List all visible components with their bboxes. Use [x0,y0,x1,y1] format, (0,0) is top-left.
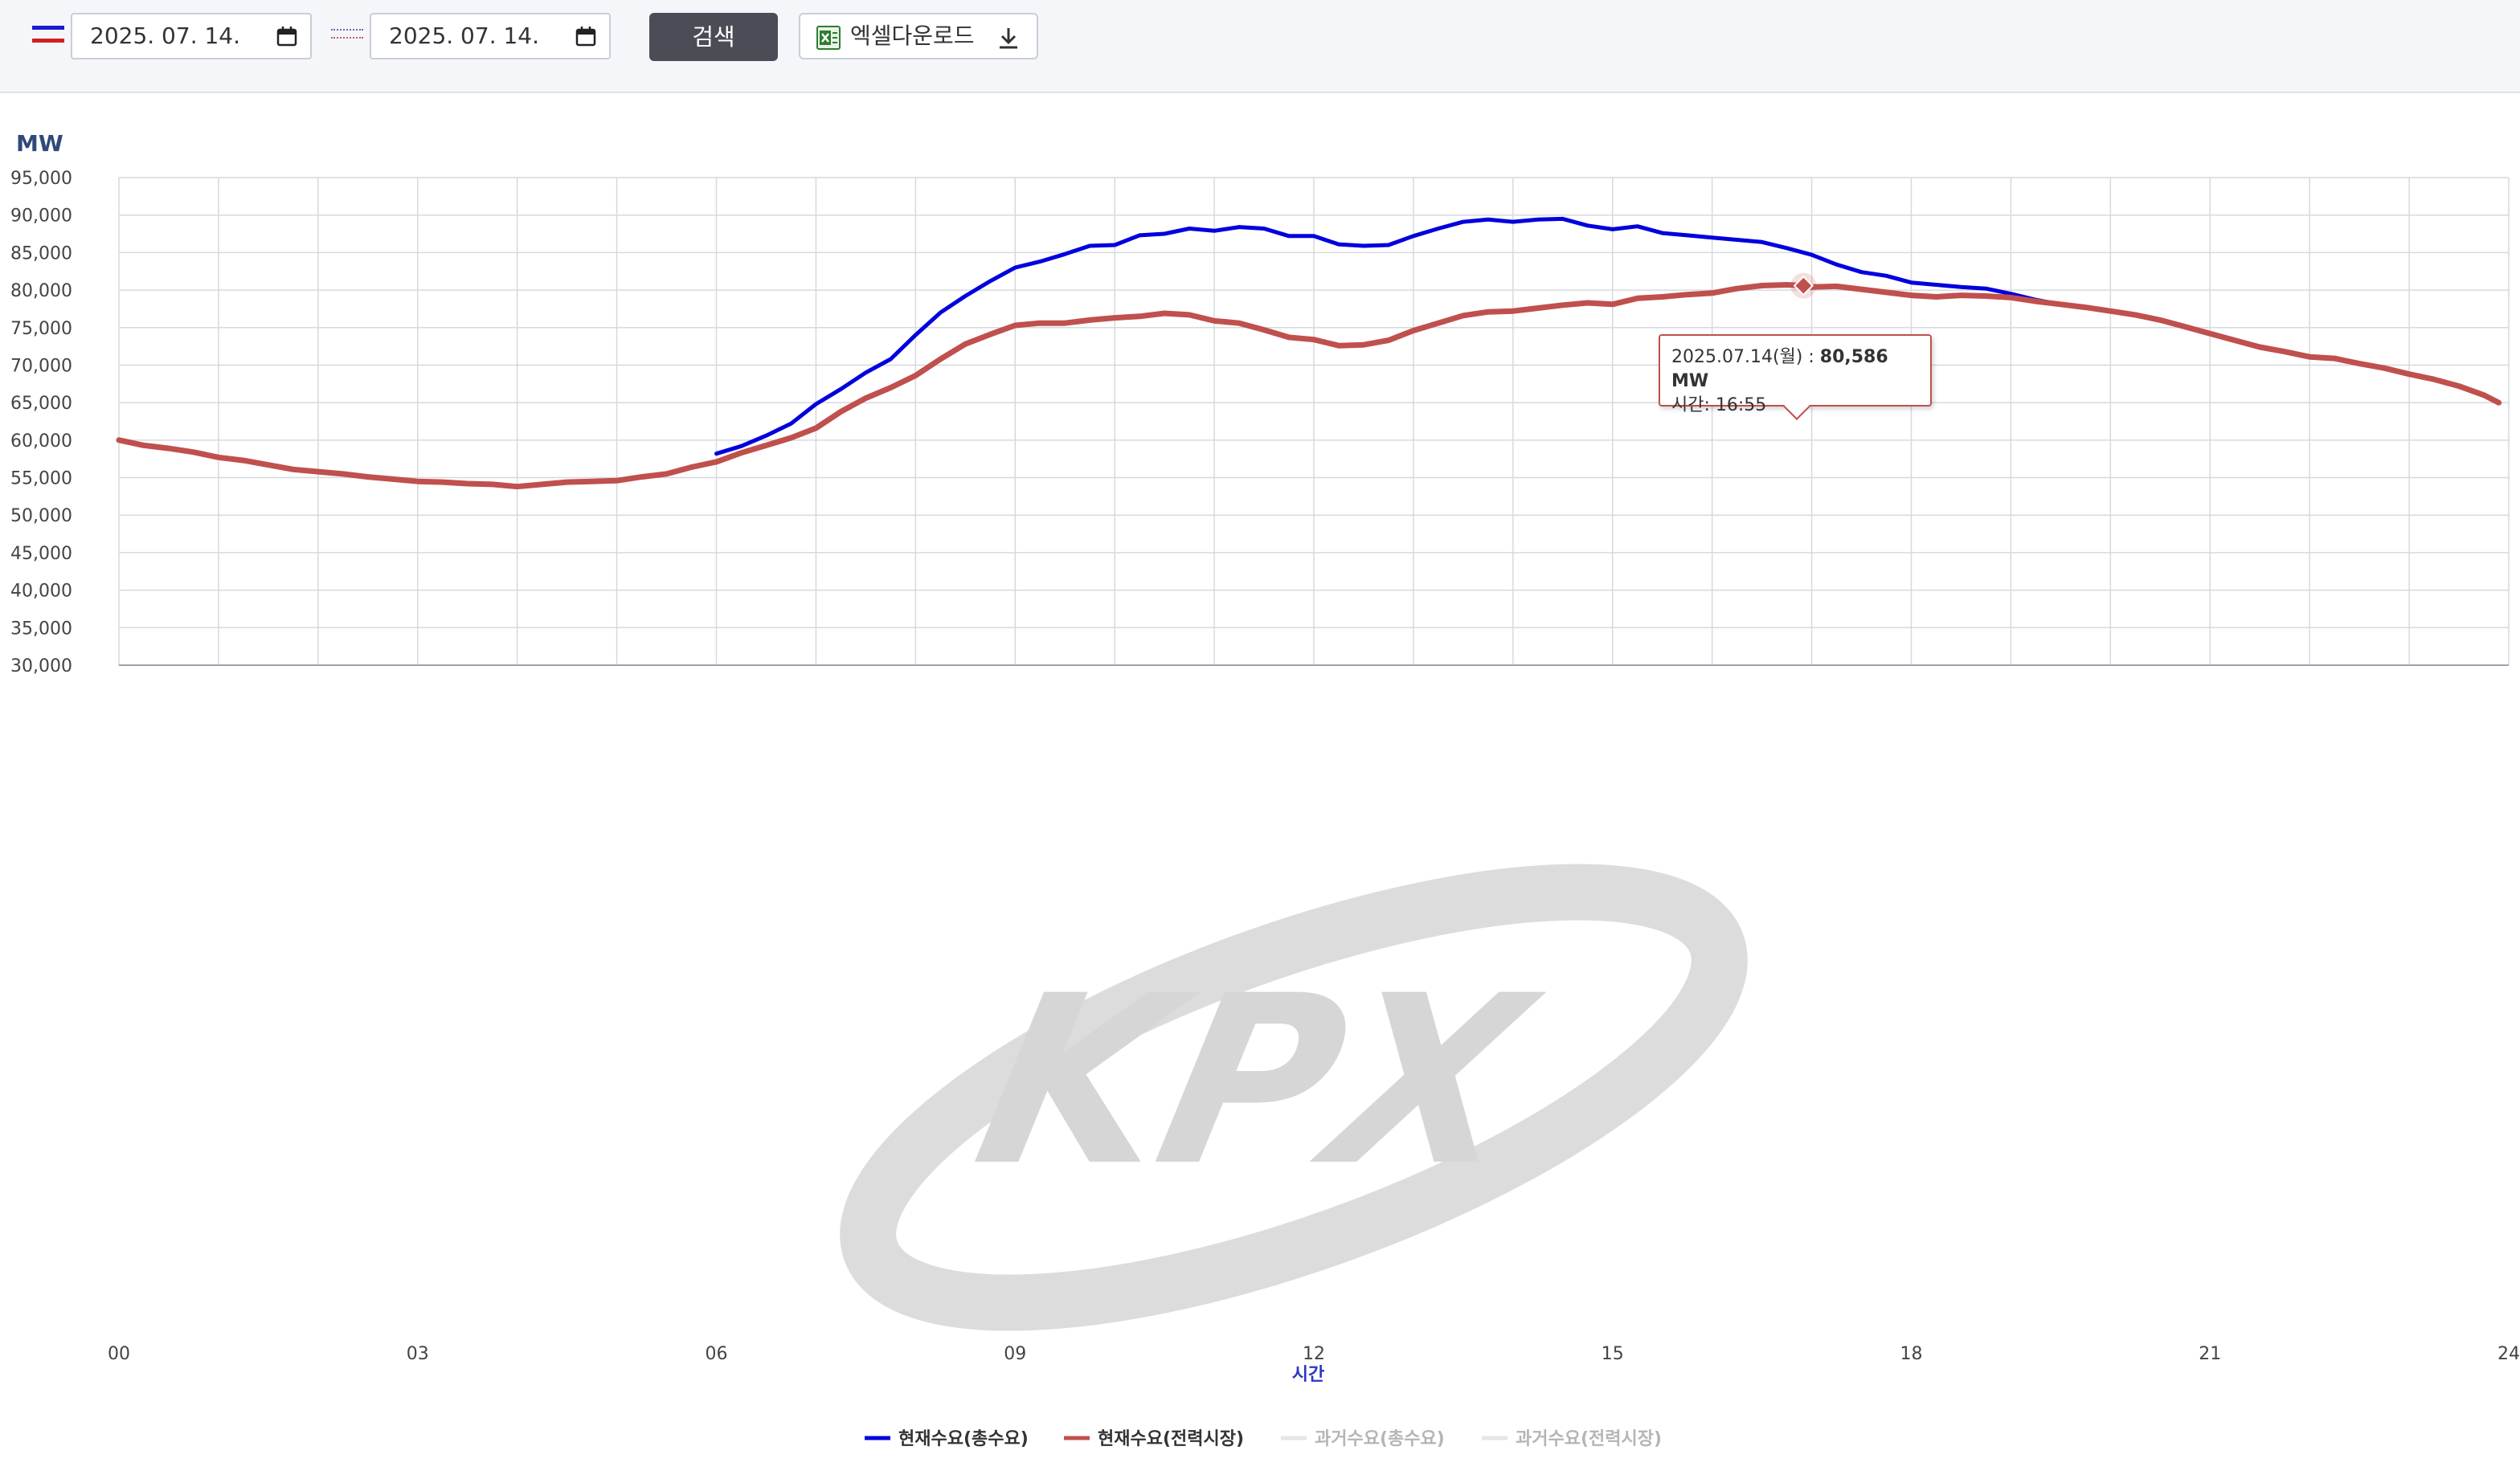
chart-highlight [1790,272,1817,299]
excel-icon [816,26,841,50]
y-tick-label: 50,000 [10,506,72,526]
tooltip-date: 2025.07.14(월) : [1671,347,1814,367]
highlight-point [1793,275,1814,296]
tooltip-time: 시간: 16:55 [1671,395,1767,415]
watermark-text: KPX [958,946,1557,1217]
x-tick-label: 12 [1303,1344,1325,1364]
x-tick-label: 03 [407,1344,429,1364]
y-tick-label: 95,000 [10,169,72,189]
tooltip-line-1: 2025.07.14(월) : 80,586 MW [1671,345,1930,394]
y-tick-label: 55,000 [10,469,72,489]
y-tick-label: 65,000 [10,394,72,414]
y-tick-label: 80,000 [10,281,72,301]
x-tick-label: 09 [1004,1344,1026,1364]
calendar-icon[interactable] [276,26,297,47]
date-from-value: 2025. 07. 14. [90,22,241,49]
date-from-input[interactable]: 2025. 07. 14. [71,13,312,59]
x-tick-label: 21 [2199,1344,2221,1364]
excel-download-label: 엑셀다운로드 [850,22,975,49]
past-date-swatch [331,24,363,48]
y-tick-label: 90,000 [10,206,72,227]
excel-download-button[interactable]: 엑셀다운로드 [799,13,1038,59]
series-line-current-total [714,216,2063,456]
y-tick-label: 70,000 [10,356,72,376]
tooltip-value: 80,586 MW [1671,347,1888,391]
toolbar: 2025. 07. 14. 2025. 07. 14. 검색 엑셀다 [0,0,2520,93]
x-tick-label: 15 [1602,1344,1624,1364]
y-tick-label: 60,000 [10,431,72,451]
legend-label: 과거수요(전력시장) [1516,1429,1662,1449]
y-tick-label: 75,000 [10,319,72,339]
chart-series [116,216,2502,490]
y-tick-label: 85,000 [10,243,72,264]
chart-grid [118,177,2510,666]
y-axis-title: MW [16,130,63,157]
search-button[interactable]: 검색 [649,13,778,61]
x-axis-title: 시간 [1292,1365,1324,1385]
demand-chart: KPX 95,000 90,000 85,000 80,000 75,000 70,000… [10,130,2520,1449]
date-to-value: 2025. 07. 14. [389,22,540,49]
chart-legend: 현재수요(총수요) 현재수요(전력시장) 과거수요(총수요) 과거수요(전력시장) [865,1429,1662,1449]
legend-label: 현재수요(총수요) [898,1429,1029,1449]
x-tick-label: 24 [2498,1344,2520,1364]
y-tick-label: 40,000 [10,582,72,602]
kpx-watermark-logo: KPX [840,864,1748,1331]
data-tooltip: 2025.07.14(월) : 80,586 MW 시간: 16:55 [1659,334,1932,415]
download-icon [1000,28,1017,49]
series-line-current-market [116,282,2502,490]
legend-label: 현재수요(전력시장) [1098,1429,1244,1449]
x-tick-label: 00 [108,1344,130,1364]
y-tick-label: 45,000 [10,544,72,564]
chart-axes: 95,000 90,000 85,000 80,000 75,000 70,000 65,0… [10,130,2520,1385]
x-tick-label: 06 [706,1344,728,1364]
current-date-swatch [32,24,64,48]
date-to-input[interactable]: 2025. 07. 14. [370,13,611,59]
y-tick-label: 30,000 [10,656,72,676]
calendar-icon[interactable] [575,26,596,47]
legend-label: 과거수요(총수요) [1315,1429,1445,1449]
x-tick-label: 18 [1900,1344,1923,1364]
y-tick-label: 35,000 [10,619,72,639]
